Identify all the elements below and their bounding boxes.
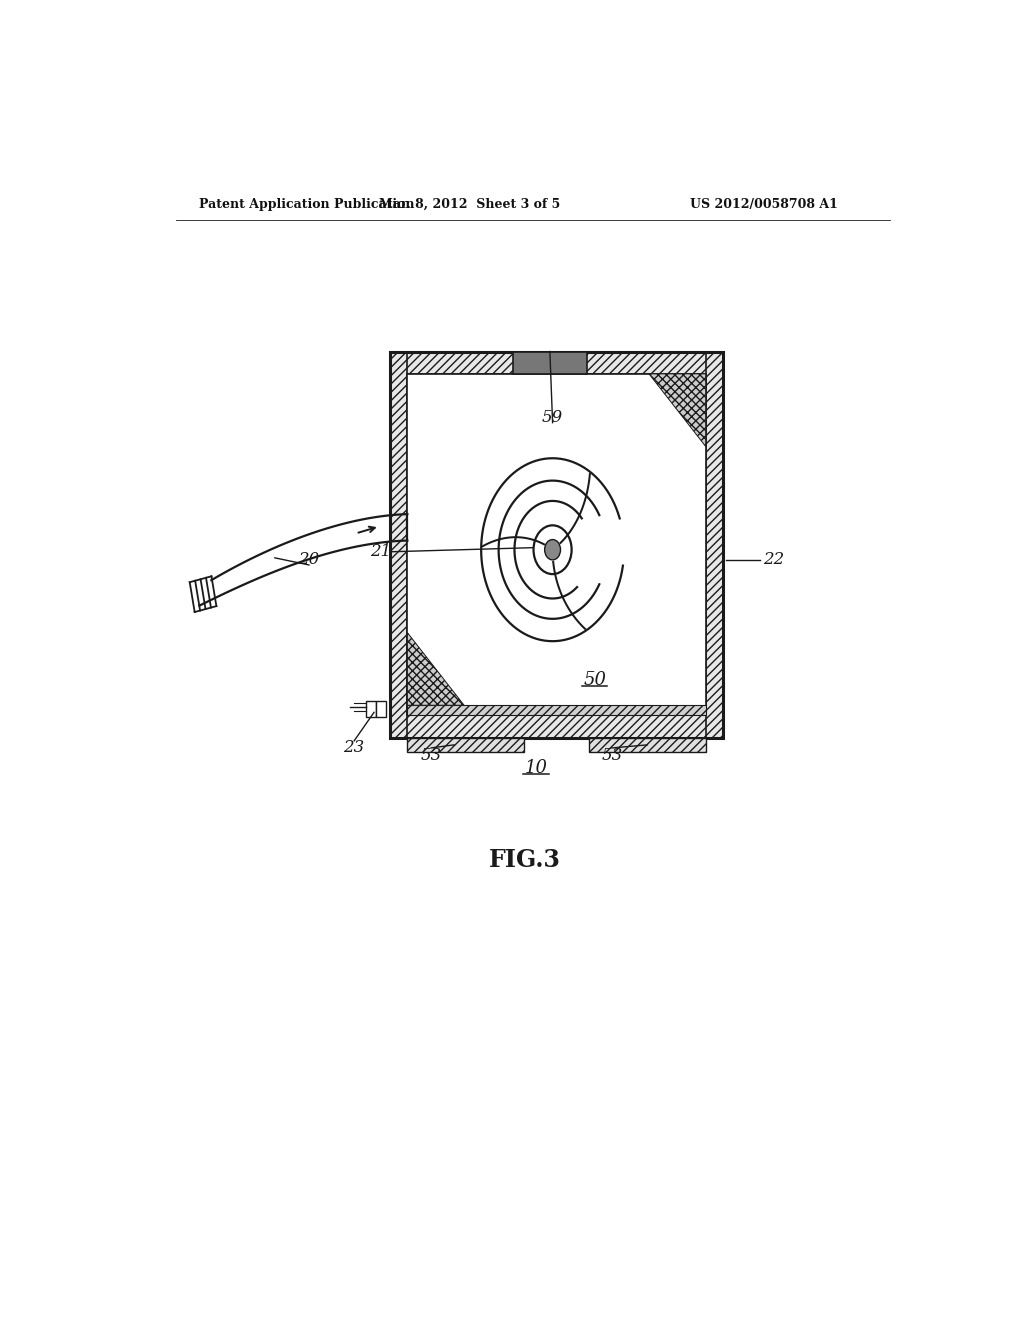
- FancyBboxPatch shape: [390, 351, 723, 374]
- Bar: [367, 701, 376, 718]
- Text: 50: 50: [583, 671, 606, 689]
- Polygon shape: [649, 374, 706, 446]
- Text: US 2012/0058708 A1: US 2012/0058708 A1: [690, 198, 839, 211]
- Text: Mar. 8, 2012  Sheet 3 of 5: Mar. 8, 2012 Sheet 3 of 5: [379, 198, 560, 211]
- Circle shape: [534, 525, 571, 574]
- Polygon shape: [408, 632, 464, 705]
- Text: 22: 22: [763, 552, 784, 569]
- Bar: [408, 374, 706, 715]
- Bar: [408, 374, 706, 715]
- Bar: [408, 738, 524, 752]
- Text: 10: 10: [524, 759, 548, 777]
- Text: 53: 53: [421, 747, 441, 763]
- Text: 59: 59: [542, 409, 563, 426]
- Text: 20: 20: [298, 552, 319, 569]
- Circle shape: [545, 540, 560, 560]
- FancyBboxPatch shape: [706, 351, 723, 738]
- Bar: [390, 351, 723, 738]
- Bar: [513, 351, 587, 374]
- Text: 21: 21: [370, 544, 391, 560]
- Text: Patent Application Publication: Patent Application Publication: [200, 198, 415, 211]
- FancyBboxPatch shape: [390, 715, 723, 738]
- Text: 23: 23: [343, 739, 365, 756]
- FancyBboxPatch shape: [390, 351, 408, 738]
- Text: 53: 53: [601, 747, 623, 763]
- Text: FIG.3: FIG.3: [488, 847, 561, 871]
- Bar: [589, 738, 706, 752]
- Bar: [377, 701, 386, 718]
- Bar: [408, 705, 706, 715]
